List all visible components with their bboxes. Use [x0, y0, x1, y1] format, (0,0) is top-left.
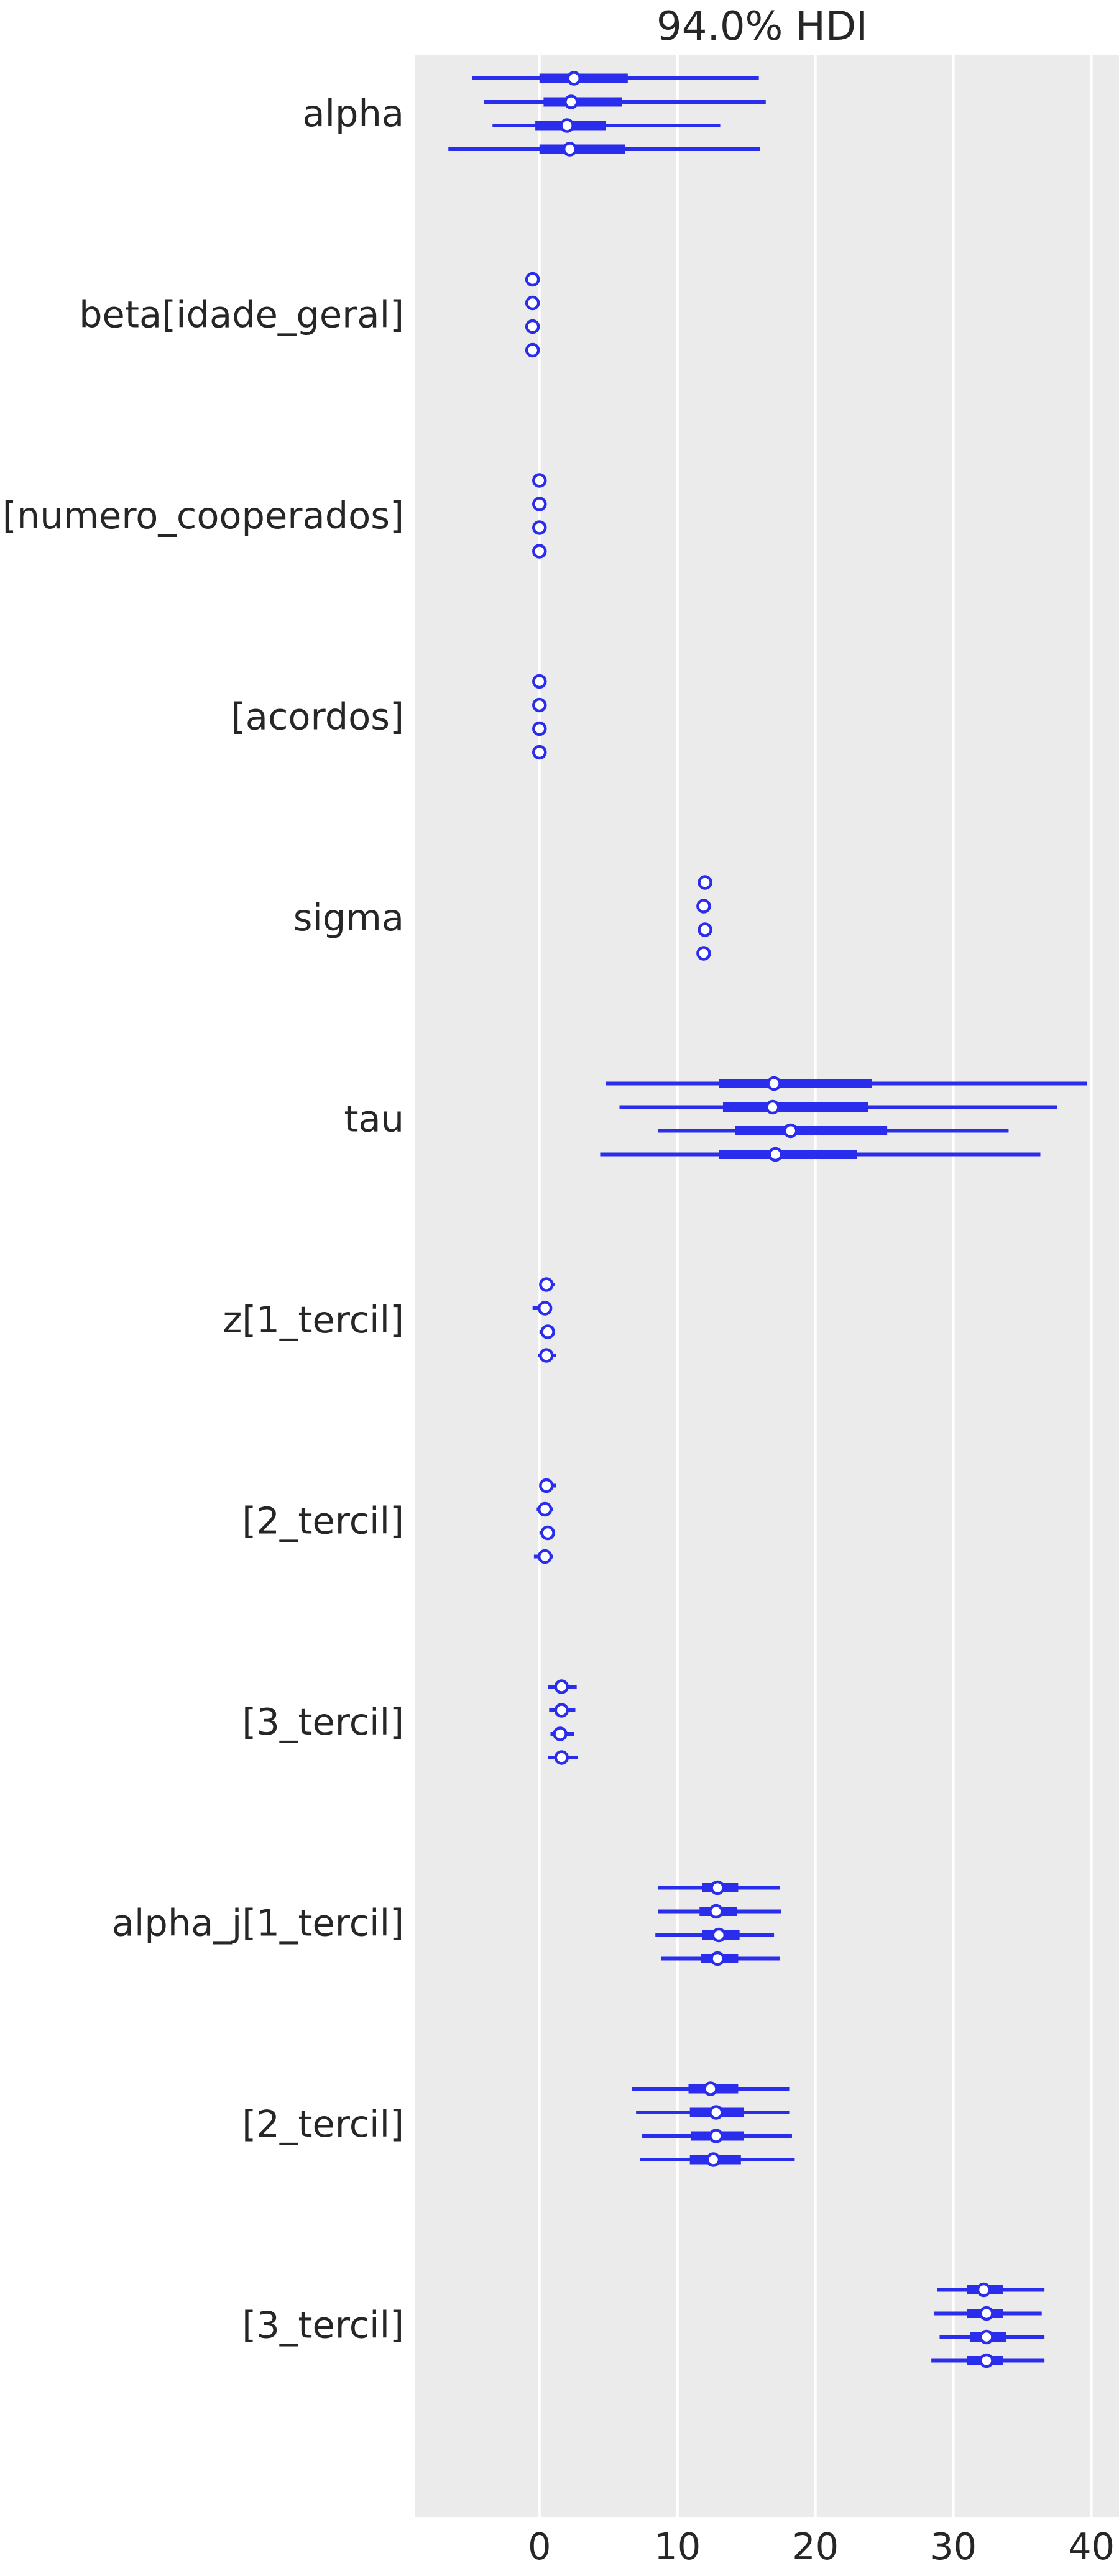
median-point [554, 1750, 569, 1765]
median-point [554, 1703, 569, 1718]
median-point [560, 118, 574, 133]
median-point [703, 2081, 718, 2096]
parameter-group [632, 2081, 795, 2167]
parameter-labels: alpha beta[idade_geral] [numero_cooperados… [2, 92, 404, 2347]
x-tick-label: 10 [654, 2525, 701, 2568]
median-point [540, 1525, 555, 1541]
parameter-label: alpha [302, 92, 404, 135]
parameter-group [448, 71, 766, 157]
parameter-group [532, 473, 547, 559]
median-point [979, 2329, 994, 2345]
median-point [566, 71, 582, 86]
median-point [537, 1501, 553, 1517]
parameter-label: [acordos] [231, 695, 404, 738]
median-point [532, 697, 547, 713]
median-point [768, 1147, 783, 1162]
median-point [979, 2353, 994, 2368]
median-point [554, 1679, 569, 1694]
chart-title: 94.0% HDI [656, 4, 868, 50]
median-point [783, 1123, 798, 1139]
median-point [767, 1076, 781, 1091]
median-point [696, 899, 711, 914]
median-point [532, 674, 547, 689]
median-point [532, 473, 547, 488]
hdi-intervals [448, 71, 1087, 2368]
parameter-label: [3_tercil] [242, 2304, 404, 2347]
median-point [532, 497, 547, 511]
parameter-label: [2_tercil] [242, 1500, 404, 1542]
x-tick-label: 20 [792, 2525, 839, 2568]
median-point [532, 721, 547, 736]
median-point [709, 1904, 724, 1919]
parameter-group [532, 1277, 556, 1363]
median-point [564, 94, 579, 109]
parameter-label: z[1_tercil] [223, 1298, 404, 1341]
median-point [539, 1277, 554, 1292]
median-point [532, 745, 547, 760]
parameter-group [600, 1076, 1087, 1162]
median-point [562, 142, 578, 157]
parameter-group [533, 1478, 556, 1564]
parameter-group [696, 875, 712, 961]
parameter-group [655, 1880, 781, 1966]
median-point [539, 1348, 554, 1363]
median-point [525, 342, 540, 358]
median-point [711, 1927, 727, 1943]
parameter-label: sigma [293, 896, 404, 939]
median-point [710, 1951, 725, 1966]
median-point [976, 2282, 992, 2298]
parameter-label: beta[idade_geral] [79, 293, 404, 336]
median-point [698, 922, 712, 937]
parameter-group [525, 272, 540, 358]
parameter-group [931, 2282, 1045, 2368]
median-point [553, 1726, 568, 1741]
median-point [539, 1478, 554, 1493]
parameter-label: tau [344, 1098, 404, 1140]
median-point [537, 1549, 553, 1564]
median-point [525, 319, 540, 334]
median-point [537, 1301, 553, 1316]
parameter-label: [2_tercil] [242, 2102, 404, 2145]
parameter-group [532, 674, 547, 760]
median-point [706, 2152, 721, 2167]
median-point [525, 272, 540, 287]
parameter-label: alpha_j[1_tercil] [112, 1902, 404, 1945]
median-point [532, 520, 547, 535]
median-point [709, 2105, 724, 2120]
median-point [525, 295, 540, 311]
median-point [698, 875, 712, 890]
parameter-label: [3_tercil] [242, 1700, 404, 1743]
parameter-group [548, 1679, 578, 1765]
plot-area [415, 55, 1119, 2517]
median-point [709, 2129, 724, 2143]
x-axis-ticks: 0 10 20 30 40 [528, 2525, 1115, 2568]
median-point [979, 2306, 994, 2321]
median-point [710, 1880, 725, 1895]
parameter-label: [numero_cooperados] [2, 494, 404, 537]
grid-lines [538, 55, 1093, 2517]
median-point [696, 946, 711, 961]
x-tick-label: 40 [1068, 2525, 1115, 2568]
x-tick-label: 30 [930, 2525, 977, 2568]
x-tick-label: 0 [528, 2525, 551, 2568]
median-point [765, 1099, 780, 1115]
median-point [532, 544, 547, 559]
median-point [540, 1324, 555, 1339]
